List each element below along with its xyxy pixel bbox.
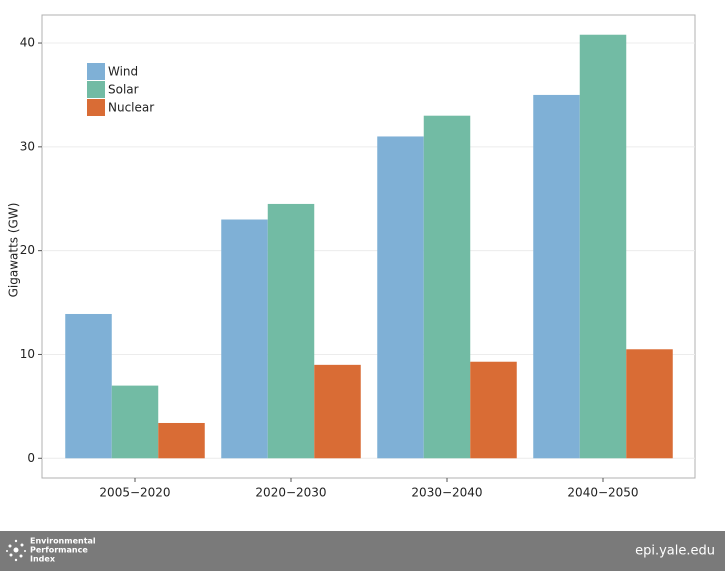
y-tick-label: 20 — [20, 243, 35, 257]
footer-url: epi.yale.edu — [635, 544, 715, 559]
legend-label: Solar — [108, 83, 139, 97]
bar — [314, 364, 361, 459]
x-tick-label: 2040−2050 — [567, 486, 638, 500]
x-tick-label: 2020−2030 — [255, 486, 326, 500]
y-tick-label: 10 — [20, 347, 35, 361]
y-tick-label: 30 — [20, 139, 35, 153]
footer-logo-text: Performance — [30, 546, 88, 555]
bar — [221, 219, 268, 459]
bar — [423, 115, 471, 459]
bar — [533, 94, 580, 459]
legend-swatch — [87, 63, 105, 80]
bar — [65, 313, 112, 459]
bar — [267, 203, 315, 459]
footer-bar — [0, 531, 725, 571]
bar — [111, 385, 159, 459]
footer-logo-text: Environmental — [30, 537, 96, 546]
footer-logo-text: Index — [30, 555, 56, 564]
bar — [377, 136, 424, 459]
legend-swatch — [87, 81, 105, 98]
legend-label: Wind — [108, 65, 138, 79]
x-tick-label: 2005−2020 — [99, 486, 170, 500]
y-tick-label: 40 — [20, 36, 35, 50]
bar — [579, 34, 627, 459]
y-tick-label: 0 — [27, 451, 35, 465]
bar — [626, 349, 673, 459]
legend-label: Nuclear — [108, 101, 154, 115]
bar — [158, 422, 205, 459]
bar — [470, 361, 517, 459]
footer-logo-icon — [6, 539, 26, 562]
x-tick-label: 2030−2040 — [411, 486, 482, 500]
y-axis-label: Gigawatts (GW) — [7, 203, 21, 298]
legend-swatch — [87, 99, 105, 116]
